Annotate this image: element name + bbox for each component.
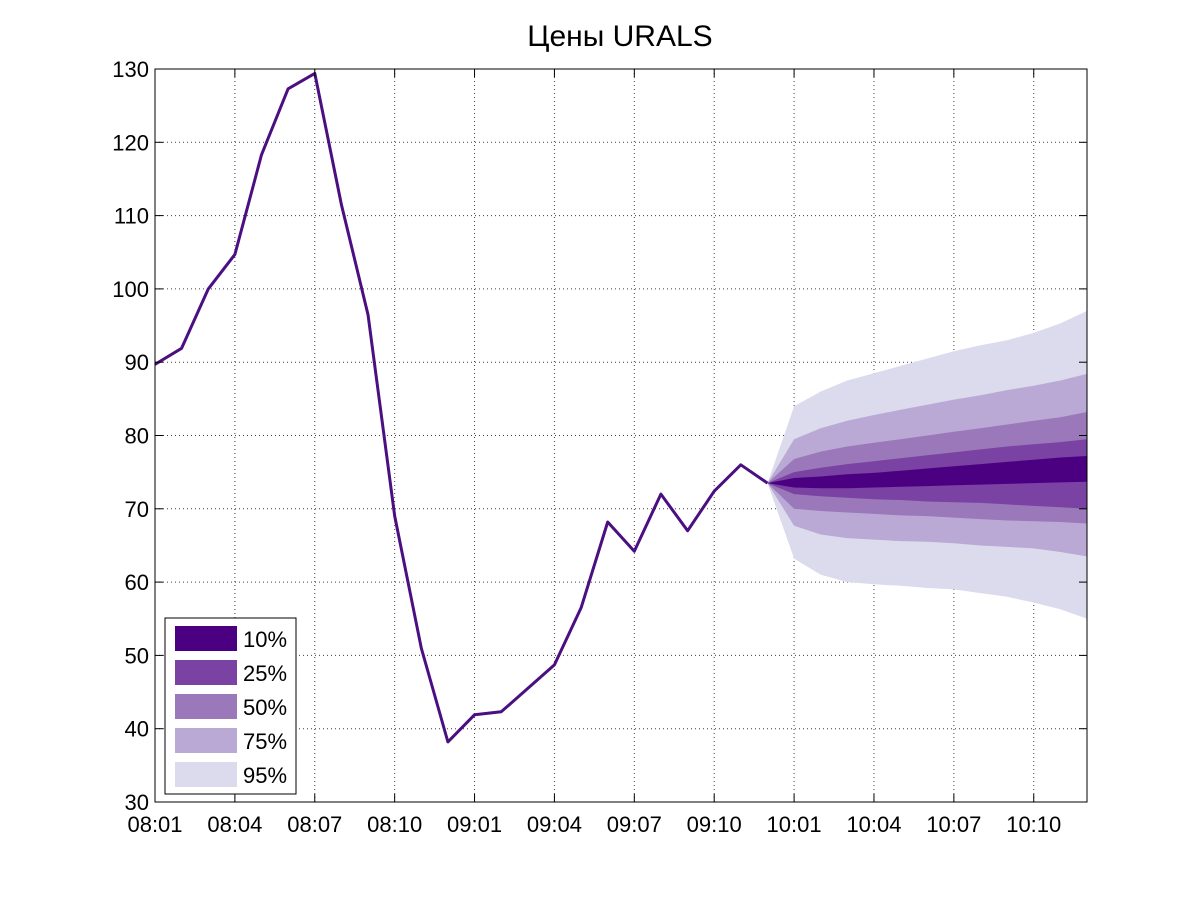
y-tick-label: 40: [125, 717, 149, 742]
x-tick-label: 10:10: [1006, 812, 1061, 837]
forecast-fan: [767, 310, 1087, 619]
legend-label: 25%: [243, 661, 287, 686]
legend: 10% 25% 50% 75% 95%: [164, 617, 297, 795]
y-tick-label: 130: [112, 57, 149, 82]
legend-swatch: [175, 660, 237, 685]
y-tick-label: 70: [125, 497, 149, 522]
y-tick-label: 120: [112, 130, 149, 155]
x-tick-label: 08:04: [207, 812, 262, 837]
legend-label: 95%: [243, 763, 287, 788]
y-tick-label: 50: [125, 643, 149, 668]
x-tick-label: 09:07: [607, 812, 662, 837]
x-tick-label: 08:10: [367, 812, 422, 837]
x-tick-label: 10:04: [846, 812, 901, 837]
legend-swatch: [175, 626, 237, 651]
axis-ticks: 30 40 50 60 70 80 90 100 110 120 130 08:01 08:04 08:0…: [112, 57, 1087, 837]
legend-label: 50%: [243, 695, 287, 720]
legend-swatch: [175, 728, 237, 753]
x-tick-label: 10:07: [926, 812, 981, 837]
legend-swatch: [175, 694, 237, 719]
urals-price-line: [154, 71, 769, 744]
y-tick-label: 100: [112, 277, 149, 302]
y-tick-label: 90: [125, 350, 149, 375]
y-tick-label: 30: [125, 790, 149, 815]
y-tick-label: 110: [114, 204, 149, 229]
x-tick-label: 09:10: [687, 812, 742, 837]
y-tick-label: 60: [125, 570, 149, 595]
price-line-layer: [154, 71, 769, 744]
x-tick-label: 08:01: [127, 812, 182, 837]
x-tick-label: 08:07: [287, 812, 342, 837]
x-tick-label: 09:01: [447, 812, 502, 837]
x-tick-label: 10:01: [767, 812, 822, 837]
fan-band-10pct: [767, 456, 1087, 489]
y-tick-label: 80: [125, 424, 149, 449]
chart-title: Цены URALS: [527, 20, 712, 53]
legend-swatch: [175, 762, 237, 787]
legend-label: 10%: [243, 627, 287, 652]
legend-label: 75%: [243, 729, 287, 754]
x-tick-label: 09:04: [527, 812, 582, 837]
